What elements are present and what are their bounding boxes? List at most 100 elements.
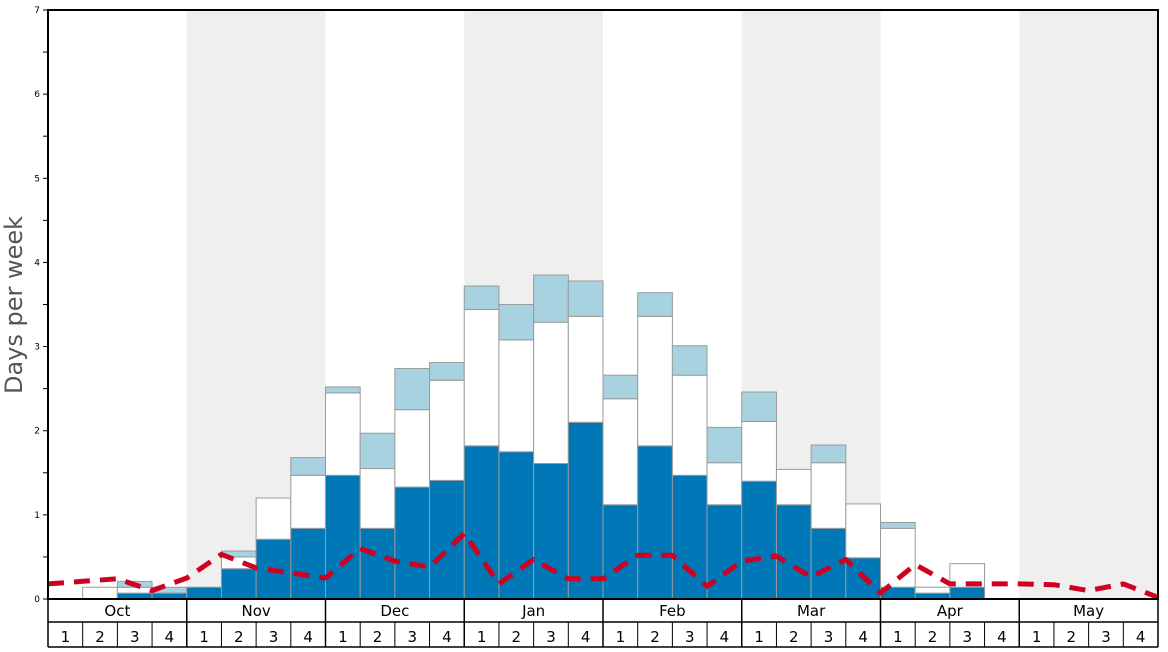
week-label: 2 [789, 628, 799, 646]
week-label: 2 [650, 628, 660, 646]
bar-segment-dark [498, 451, 535, 600]
y-tick-label: 6 [34, 90, 40, 100]
bar-segment-light [463, 285, 500, 311]
bar-segment-light [567, 280, 604, 317]
week-label: 1 [616, 628, 626, 646]
bar-segment-white [810, 462, 847, 529]
bar-segment-dark [567, 421, 604, 600]
y-tick-label: 4 [34, 258, 40, 268]
week-label: 4 [720, 628, 730, 646]
bar-segment-white [949, 563, 986, 588]
bar-segment-dark [325, 474, 361, 600]
bar-segment-light [741, 391, 777, 422]
bar-segment-dark [220, 568, 257, 600]
bar-segment-white [741, 420, 777, 482]
bar-segment-white [463, 309, 500, 447]
week-label: 3 [1101, 628, 1111, 646]
y-tick-label: 5 [34, 174, 40, 184]
bar-segment-light [498, 304, 535, 341]
week-label: 4 [858, 628, 868, 646]
week-label: 1 [61, 628, 71, 646]
bar-segment-white [429, 379, 465, 481]
week-label: 4 [442, 628, 452, 646]
bar-segment-dark [394, 486, 431, 600]
bar-segment-light [810, 444, 847, 464]
bar-segment-dark [290, 527, 326, 600]
bar-segment-light [602, 374, 639, 400]
bar-segment-dark [637, 445, 673, 600]
y-tick-label: 0 [34, 595, 40, 605]
week-label: 4 [165, 628, 175, 646]
y-tick-label: 1 [34, 511, 40, 521]
week-label: 4 [581, 628, 591, 646]
week-label: 2 [512, 628, 522, 646]
bar-segment-dark [671, 474, 708, 600]
week-label: 2 [373, 628, 383, 646]
bar-segment-white [602, 398, 639, 506]
week-label: 3 [546, 628, 556, 646]
week-label: 2 [928, 628, 938, 646]
y-tick-label: 3 [34, 343, 40, 353]
bar-segment-white [498, 339, 535, 453]
week-label: 1 [754, 628, 764, 646]
bar-segment-light [325, 386, 361, 394]
month-label-oct: Oct [104, 602, 130, 620]
bar-segment-white [637, 315, 673, 447]
bar-segment-white [775, 468, 812, 506]
average-line-layer [47, 530, 1159, 600]
month-label-jan: Jan [521, 602, 545, 620]
bar-segment-light [394, 367, 431, 411]
bar-segment-light [533, 274, 569, 323]
bar-segment-dark [359, 527, 396, 600]
bar-segment-white [116, 586, 153, 594]
week-label: 2 [1067, 628, 1077, 646]
bar-segment-dark [775, 504, 812, 600]
month-shade-may [1019, 10, 1158, 599]
bar-segment-light [429, 362, 465, 381]
bar-segment-dark [949, 586, 986, 600]
bar-segment-dark [186, 586, 222, 600]
bar-segment-dark [602, 504, 639, 600]
week-label: 2 [234, 628, 244, 646]
bar-segment-white [325, 392, 361, 476]
week-label: 3 [130, 628, 140, 646]
average-dashed-line [47, 530, 1159, 600]
week-label: 1 [1032, 628, 1042, 646]
week-label: 1 [893, 628, 903, 646]
bar-segment-light [290, 457, 326, 476]
bar-segment-white [255, 497, 292, 540]
week-label: 1 [199, 628, 209, 646]
bar-segment-dark [741, 480, 777, 600]
week-label: 1 [477, 628, 487, 646]
bar-segment-white [845, 503, 881, 559]
bar-segment-light [671, 345, 708, 376]
week-label: 4 [303, 628, 313, 646]
week-label: 3 [962, 628, 972, 646]
month-label-nov: Nov [241, 602, 270, 620]
bar-segment-light [359, 432, 396, 470]
week-label: 3 [685, 628, 695, 646]
week-label: 1 [338, 628, 348, 646]
bar-segment-white [82, 586, 118, 600]
bar-segment-dark [463, 445, 500, 600]
week-label: 3 [824, 628, 834, 646]
bar-segment-white [706, 462, 743, 506]
y-tick-label: 2 [34, 427, 40, 437]
month-label-dec: Dec [380, 602, 409, 620]
bar-segment-white [567, 315, 604, 423]
week-label: 2 [95, 628, 105, 646]
bar-segment-white [671, 374, 708, 476]
week-label: 3 [269, 628, 279, 646]
axes-layer: 0 1 2 3 4 5 6 7 Oct 1 2 3 4 Nov 1 2 3 4 Dec 1 2 3 4 Jan 1 2 3 4 Feb 1… [34, 6, 1159, 648]
month-label-may: May [1073, 602, 1104, 620]
month-label-apr: Apr [937, 602, 964, 620]
bar-segment-white [290, 474, 326, 529]
bar-segment-white [914, 586, 951, 594]
bar-segment-dark [533, 463, 569, 600]
bar-segment-light [637, 292, 673, 317]
month-label-feb: Feb [659, 602, 686, 620]
bar-segment-white [359, 468, 396, 529]
week-label: 4 [997, 628, 1007, 646]
